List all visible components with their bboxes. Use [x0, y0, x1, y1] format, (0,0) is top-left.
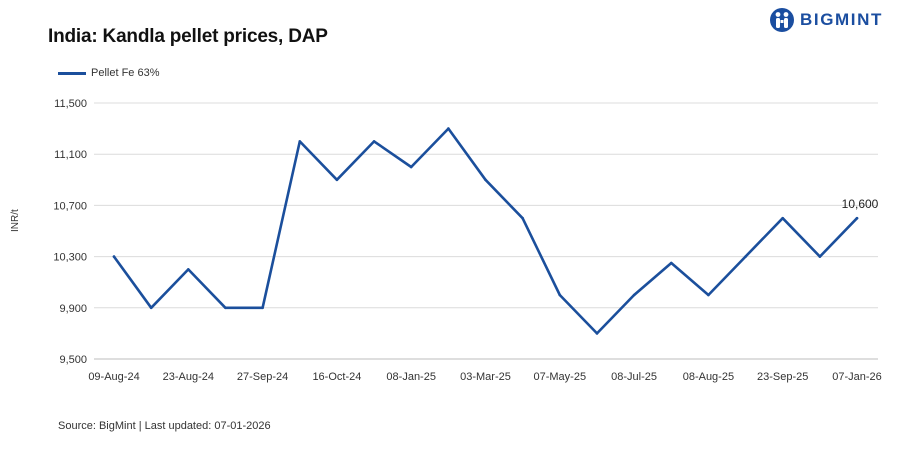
- x-tick-label: 08-Jan-25: [386, 371, 436, 383]
- series-line: [112, 127, 859, 335]
- x-tick-label: 07-May-25: [534, 371, 587, 383]
- data-label: 10,600: [842, 197, 879, 211]
- x-tick-label: 08-Aug-25: [683, 371, 734, 383]
- data-point: [632, 293, 636, 297]
- data-point: [335, 178, 339, 182]
- chart-legend: Pellet Fe 63%: [58, 67, 159, 79]
- data-point: [707, 293, 710, 297]
- data-point: [409, 165, 413, 169]
- x-tick-label: 09-Aug-24: [88, 371, 139, 383]
- data-point: [558, 293, 562, 297]
- x-tick-label: 08-Jul-25: [611, 371, 657, 383]
- y-tick-label: 9,900: [59, 303, 87, 315]
- data-point: [781, 216, 784, 220]
- x-tick-label: 23-Sep-25: [757, 371, 808, 383]
- source-note: Source: BigMint | Last updated: 07-01-20…: [58, 420, 271, 432]
- data-point: [669, 261, 673, 265]
- brand-logo: BIGMINT: [769, 6, 883, 34]
- data-point: [224, 306, 227, 310]
- x-tick-label: 27-Sep-24: [237, 371, 288, 383]
- data-point: [818, 255, 822, 258]
- data-point: [595, 332, 599, 335]
- data-point: [298, 140, 302, 143]
- y-tick-label: 9,500: [59, 354, 87, 366]
- y-tick-label: 10,300: [53, 252, 87, 264]
- x-tick-label: 16-Oct-24: [312, 371, 361, 383]
- brand-name: BIGMINT: [800, 10, 883, 29]
- y-tick-label: 11,100: [54, 149, 87, 161]
- legend-swatch: [58, 71, 86, 75]
- data-point: [112, 255, 116, 258]
- data-point: [187, 268, 190, 271]
- x-tick-label: 03-Mar-25: [460, 371, 511, 383]
- data-point: [855, 216, 859, 220]
- bigmint-logo-icon: [770, 8, 794, 32]
- x-tick-label: 23-Aug-24: [163, 371, 214, 383]
- y-tick-label: 10,700: [53, 200, 87, 212]
- data-point: [484, 178, 487, 182]
- data-point: [261, 306, 264, 310]
- data-point: [744, 255, 747, 258]
- data-point: [447, 127, 450, 130]
- legend-label: Pellet Fe 63%: [91, 67, 160, 79]
- data-point: [372, 140, 376, 143]
- chart-title: India: Kandla pellet prices, DAP: [48, 26, 328, 47]
- y-tick-label: 11,500: [54, 98, 87, 110]
- data-point: [521, 216, 524, 220]
- data-point: [149, 306, 153, 310]
- x-tick-label: 07-Jan-26: [832, 371, 882, 383]
